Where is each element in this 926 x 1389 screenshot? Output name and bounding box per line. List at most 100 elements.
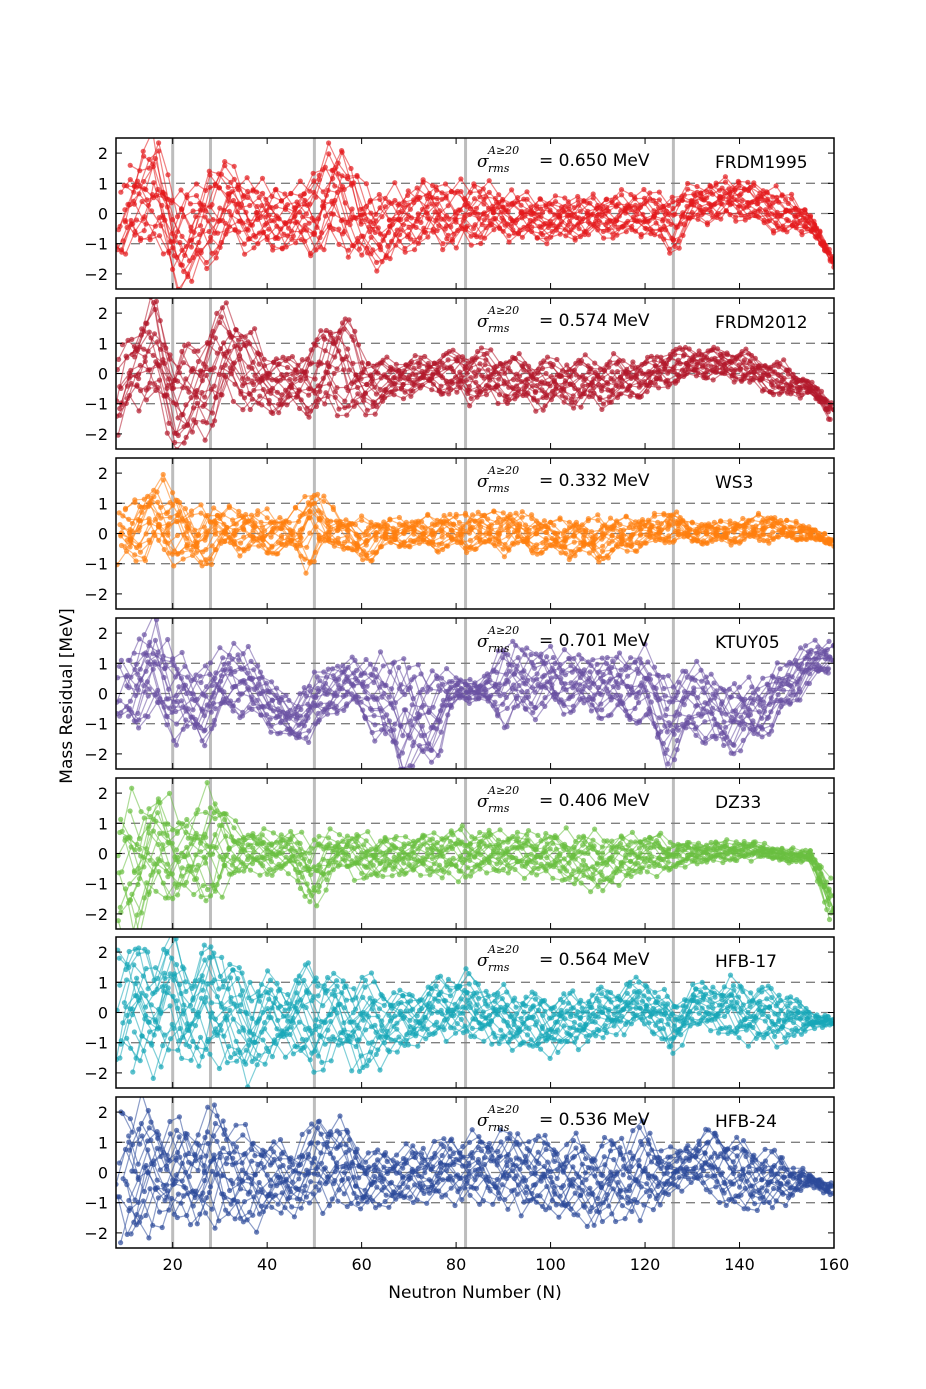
data-point [485,367,491,373]
data-point [306,220,312,226]
data-point [147,234,153,240]
data-point [761,538,767,544]
residual-trace [120,344,831,427]
data-point [783,207,789,213]
data-point [345,403,351,409]
data-point [318,510,324,516]
data-point [141,178,147,185]
data-point [133,683,140,689]
data-point [172,439,178,446]
data-point [199,378,205,384]
data-point [182,506,188,512]
data-point [205,528,211,534]
data-point [620,358,626,364]
data-point [255,508,261,514]
data-point [386,199,392,205]
data-point [400,733,406,739]
data-point [237,553,243,559]
data-point [610,231,616,237]
data-point [547,218,554,224]
data-point [547,669,553,675]
data-point [547,207,553,213]
data-point [344,173,351,179]
data-point [420,530,426,537]
data-point [541,222,547,228]
data-point [144,197,150,203]
data-point [711,680,717,686]
data-point [458,189,464,195]
data-point [147,367,153,373]
data-point [534,671,540,677]
data-point [136,408,142,414]
data-point [445,232,451,238]
data-point [280,354,286,360]
data-point [595,512,601,518]
data-point [670,512,676,518]
data-point [118,189,124,195]
data-point [116,398,120,404]
data-point [226,194,232,200]
data-point [345,247,352,253]
data-point [656,189,662,195]
data-point [188,368,194,374]
data-point [186,258,192,264]
data-point [619,192,625,198]
data-point [211,505,217,511]
data-point [388,701,394,708]
data-point [307,188,313,194]
data-point [361,366,367,372]
data-point [548,373,554,380]
data-point [467,676,473,683]
data-point [544,241,550,247]
model-label: WS3 [715,473,753,493]
data-point [527,217,533,223]
data-point [498,525,504,531]
data-point [421,732,428,739]
data-point [383,386,389,392]
data-point [316,688,322,694]
data-point [548,234,554,240]
data-point [230,708,236,714]
data-point [473,373,479,379]
data-point [623,708,629,714]
data-point [346,367,353,373]
data-point [524,189,530,195]
residual-trace [124,473,834,541]
data-point [152,661,158,667]
data-point [252,234,259,240]
data-point [378,375,384,381]
data-point [587,669,593,675]
data-point [420,177,426,183]
data-point [140,216,146,222]
data-point [372,722,378,728]
data-point [158,504,164,510]
y-tick-label: −2 [84,425,108,444]
data-point [526,363,532,369]
data-point [306,728,312,734]
data-point [603,222,609,228]
data-point [180,360,187,366]
data-point [266,401,272,407]
data-point [387,223,393,229]
data-point [203,557,209,563]
data-point [429,387,435,393]
data-point [193,672,199,678]
data-point [468,375,474,381]
data-point [193,181,199,187]
data-point [779,193,785,199]
data-point [269,193,275,199]
data-point [116,663,122,669]
data-point [816,648,823,654]
data-point [672,378,679,384]
data-point [144,320,150,327]
data-point [318,701,324,707]
data-point [599,707,605,713]
data-point [456,354,462,360]
data-point [339,148,345,154]
data-point [600,208,606,214]
data-point [256,543,262,549]
data-point [759,519,765,525]
data-point [540,209,546,215]
data-point [716,187,723,193]
